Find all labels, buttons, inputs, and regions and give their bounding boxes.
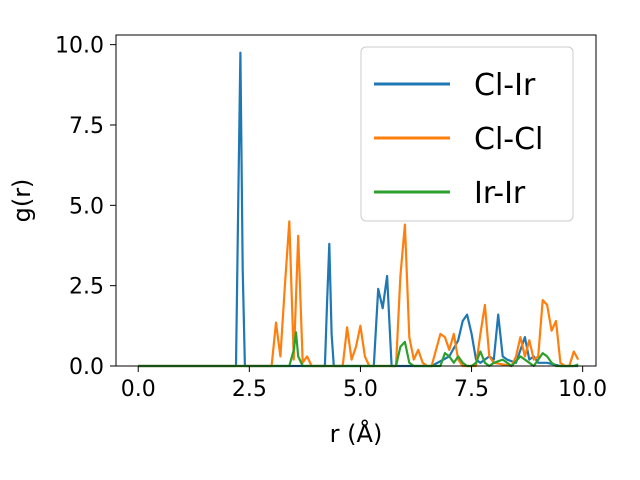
legend-label-cl-cl: Cl-Cl [474,122,543,157]
legend: Cl-Ir Cl-Cl Ir-Ir [360,46,574,222]
legend-box [360,46,574,222]
x-axis-label: r (Å) [330,419,383,448]
x-tick-label: 2.5 [232,377,267,402]
x-tick-label: 7.5 [454,377,489,402]
y-tick-label: 5.0 [69,194,104,219]
y-tick-label: 0.0 [69,355,104,380]
legend-label-ir-ir: Ir-Ir [474,176,526,211]
y-axis-ticks: 0.0 2.5 5.0 7.5 10.0 [55,34,116,380]
y-tick-label: 2.5 [69,275,104,300]
legend-label-cl-ir: Cl-Ir [474,68,536,103]
y-tick-label: 7.5 [69,114,104,139]
x-tick-label: 0.0 [121,377,156,402]
x-axis-ticks: 0.0 2.5 5.0 7.5 10.0 [121,366,607,402]
axes-frame [115,34,597,367]
y-axis-label: g(r) [8,179,36,223]
x-tick-label: 10.0 [558,377,607,402]
series-line-cl-cl [138,220,580,368]
y-tick-label: 10.0 [55,34,104,59]
x-tick-label: 5.0 [343,377,378,402]
